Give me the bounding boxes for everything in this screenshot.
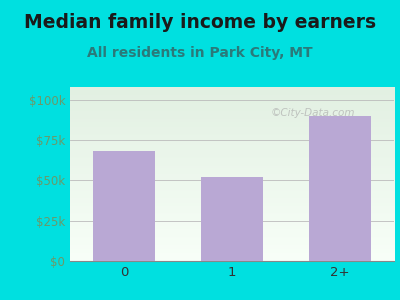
Text: ©City-Data.com: ©City-Data.com — [271, 108, 355, 118]
Text: Median family income by earners: Median family income by earners — [24, 14, 376, 32]
Bar — [201, 177, 263, 261]
Bar — [309, 116, 371, 261]
Text: All residents in Park City, MT: All residents in Park City, MT — [87, 46, 313, 61]
Bar — [93, 152, 155, 261]
